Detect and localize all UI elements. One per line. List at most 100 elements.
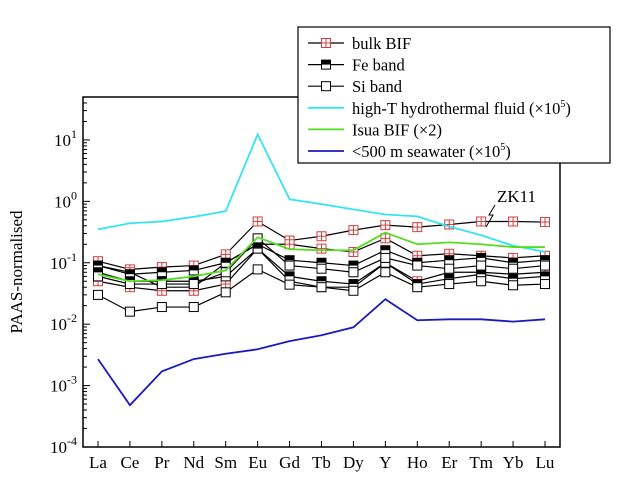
series-line <box>97 132 546 253</box>
legend-entry: <500 m seawater (×105) <box>308 142 511 161</box>
marker-half-fill <box>412 258 422 263</box>
marker-square-open <box>284 260 295 271</box>
marker-square-open <box>156 302 167 313</box>
marker-half-fill <box>317 258 326 263</box>
annotation-zk11: ZK11 <box>497 187 536 206</box>
marker-half-fill <box>540 255 550 261</box>
marker-half-fill <box>221 258 231 263</box>
legend-label: Si band <box>352 77 403 96</box>
marker-cross <box>380 220 390 230</box>
x-tick-label-Ce: Ce <box>120 453 139 472</box>
marker-square-open <box>220 287 231 298</box>
marker-square-open <box>316 263 327 274</box>
x-tick-label-Y: Y <box>379 453 391 472</box>
marker-cross <box>348 225 358 235</box>
x-tick-label-Pr: Pr <box>154 453 169 472</box>
marker-half-fill <box>317 276 326 282</box>
series-9 <box>97 298 546 407</box>
marker-cross <box>285 239 295 249</box>
marker-half-fill <box>380 245 390 251</box>
marker-half-fill <box>125 276 135 282</box>
marker-cross <box>508 216 518 226</box>
marker-square-open <box>444 263 455 274</box>
marker-square-open <box>412 260 423 271</box>
x-tick-label-Sm: Sm <box>214 453 237 472</box>
marker-square-open <box>380 267 391 278</box>
series-7 <box>97 132 546 253</box>
x-tick-label-Tb: Tb <box>312 453 331 472</box>
marker-half-fill <box>125 269 135 275</box>
marker-half-fill <box>476 269 486 275</box>
x-tick-label-Lu: Lu <box>536 453 555 472</box>
marker-square-open <box>188 279 199 290</box>
plot-area: 101 100 10-1 10-2 10-3 10-4 La Ce Pr Nd Sm Eu Gd Tb Dy… <box>50 96 561 472</box>
marker-cross <box>540 217 550 227</box>
marker-half-fill <box>157 267 167 273</box>
marker-square-open <box>93 289 103 300</box>
marker-half-fill <box>189 276 199 282</box>
marker-square-open <box>316 282 327 293</box>
legend-entry: high-T hydrothermal fluid (×105) <box>308 99 571 118</box>
marker-half-fill <box>157 276 167 282</box>
marker-square-open <box>476 276 487 287</box>
marker-half-fill <box>476 253 486 258</box>
y-tick-label: 101 <box>54 127 77 150</box>
marker-cross <box>444 219 454 229</box>
marker-square-open <box>124 306 135 317</box>
marker-half-fill <box>412 279 422 285</box>
annotation-leader <box>485 204 496 228</box>
marker-square-open <box>93 271 103 282</box>
marker-cross <box>221 249 231 259</box>
series-6 <box>93 264 550 317</box>
marker-half-fill <box>285 271 295 277</box>
marker-cross <box>476 216 486 226</box>
marker-square-open <box>444 279 455 290</box>
marker-half-fill <box>444 255 454 261</box>
marker-half-fill <box>444 274 454 279</box>
marker-half-fill <box>508 258 518 263</box>
legend-label: Fe band <box>352 56 405 75</box>
marker-square-open <box>284 279 295 290</box>
y-tick-label: 10-1 <box>50 250 77 273</box>
x-tick-label-La: La <box>89 453 107 472</box>
marker-cross <box>412 222 422 232</box>
marker-square-open <box>508 263 519 274</box>
marker-half-fill <box>321 60 331 65</box>
marker-half-fill <box>348 279 358 285</box>
x-tick-label-Gd: Gd <box>279 453 300 472</box>
legend-label: bulk BIF <box>352 34 411 53</box>
marker-square-open <box>412 282 423 293</box>
legend-label: <500 m seawater (×105) <box>352 142 511 161</box>
marker-square-open <box>476 260 487 271</box>
marker-square-open <box>380 252 391 263</box>
legend-label: Isua BIF (×2) <box>352 120 442 139</box>
legend-entry: Si band <box>308 77 403 96</box>
marker-cross <box>380 233 390 243</box>
marker-half-fill <box>540 271 550 277</box>
marker-square-open <box>124 279 135 290</box>
marker-cross <box>317 244 326 254</box>
legend-label: high-T hydrothermal fluid (×105) <box>352 99 571 118</box>
x-tick-label-Er: Er <box>441 453 457 472</box>
legend-entry: Fe band <box>308 56 405 75</box>
marker-half-fill <box>285 255 295 261</box>
marker-half-fill <box>189 265 199 271</box>
y-tick-label: 10-2 <box>50 311 77 334</box>
marker-square-open <box>540 279 550 290</box>
x-tick-label-Nd: Nd <box>183 453 204 472</box>
marker-half-fill <box>348 261 358 266</box>
marker-half-fill <box>93 261 103 266</box>
marker-half-fill <box>508 274 518 279</box>
marker-half-fill <box>253 244 263 249</box>
marker-square-open <box>220 267 231 278</box>
marker-cross <box>348 247 358 257</box>
y-tick-label: 10-3 <box>50 373 77 396</box>
marker-cross <box>321 38 331 48</box>
marker-square-open <box>348 267 359 278</box>
series-line <box>97 298 546 407</box>
legend-entry: Isua BIF (×2) <box>308 120 442 139</box>
marker-half-fill <box>93 267 103 273</box>
series-8 <box>97 231 545 283</box>
x-tick-label-Dy: Dy <box>343 453 364 472</box>
